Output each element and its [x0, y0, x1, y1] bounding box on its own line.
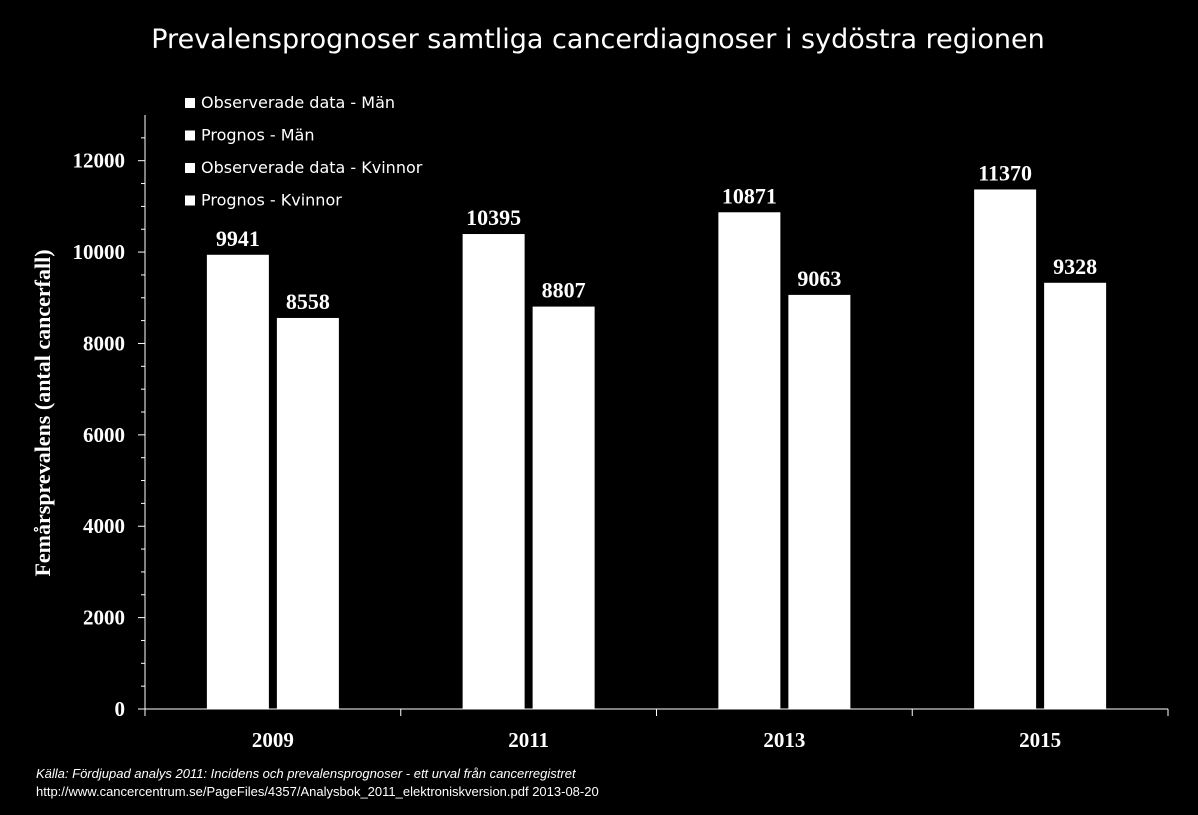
- chart-title: Prevalensprognoser samtliga cancerdiagno…: [151, 24, 1045, 55]
- legend-swatch: [185, 163, 195, 173]
- y-axis-label: Femårsprevalens (antal cancerfall): [30, 249, 55, 576]
- x-tick-label: 2013: [763, 728, 805, 752]
- y-tick-label: 2000: [83, 606, 125, 630]
- legend-swatch: [185, 195, 195, 206]
- bar-men: [462, 234, 525, 710]
- legend-label: Observerade data - Kvinnor: [201, 158, 423, 177]
- y-tick-label: 0: [115, 697, 126, 721]
- bar-women: [276, 317, 339, 709]
- source-url: http://www.cancercentrum.se/PageFiles/43…: [36, 784, 599, 799]
- data-label: 11370: [978, 160, 1032, 185]
- bar-women: [1044, 282, 1107, 709]
- plot-area: 0 2000 4000 6000 8000 10000 12000 2009 2011 2013 2…: [73, 115, 1169, 752]
- legend-swatch: [185, 98, 195, 108]
- bar-women: [532, 306, 595, 709]
- source-note: Källa: Fördjupad analys 2011: Incidens o…: [36, 765, 599, 801]
- data-label: 8558: [286, 289, 330, 314]
- y-tick-label: 10000: [73, 240, 126, 264]
- bar-men: [206, 254, 269, 709]
- bar-men: [718, 212, 781, 709]
- x-tick-label: 2011: [508, 728, 549, 752]
- y-tick-label: 12000: [73, 149, 126, 173]
- data-label: 9063: [797, 266, 841, 291]
- data-label: 8807: [542, 278, 586, 303]
- data-label: 9328: [1053, 254, 1097, 279]
- data-label: 9941: [216, 226, 260, 251]
- data-label: 10395: [466, 205, 521, 230]
- legend: Observerade data - Män Prognos - Män Obser…: [185, 93, 423, 210]
- y-tick-label: 8000: [83, 331, 125, 355]
- y-tick-label: 4000: [83, 514, 125, 538]
- y-tick-label: 6000: [83, 423, 125, 447]
- source-citation: Källa: Fördjupad analys 2011: Incidens o…: [36, 766, 576, 781]
- legend-label: Observerade data - Män: [201, 93, 395, 112]
- legend-swatch: [185, 130, 195, 141]
- legend-label: Prognos - Kvinnor: [201, 191, 342, 210]
- bar-men: [974, 189, 1037, 709]
- data-label: 10871: [722, 183, 777, 208]
- legend-label: Prognos - Män: [201, 126, 315, 145]
- x-tick-label: 2009: [252, 728, 294, 752]
- bar-women: [788, 294, 851, 709]
- x-tick-label: 2015: [1019, 728, 1061, 752]
